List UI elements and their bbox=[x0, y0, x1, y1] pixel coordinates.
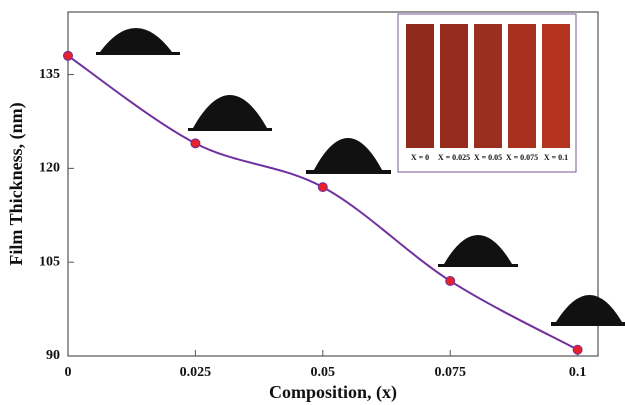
x-tick-label: 0 bbox=[65, 365, 72, 380]
x-tick-label: 0.05 bbox=[311, 365, 336, 380]
inset-swatch bbox=[406, 24, 434, 148]
y-axis-title: Film Thickness, (nm) bbox=[6, 102, 27, 265]
inset-label: X = 0.05 bbox=[474, 153, 502, 162]
inset-swatch bbox=[440, 24, 468, 148]
point bbox=[446, 276, 455, 285]
x-tick-label: 0.025 bbox=[180, 365, 212, 380]
inset-label: X = 0.025 bbox=[438, 153, 470, 162]
inset-swatch bbox=[542, 24, 570, 148]
point bbox=[318, 183, 327, 192]
y-tick-label: 135 bbox=[39, 67, 60, 82]
point bbox=[191, 139, 200, 148]
point bbox=[573, 345, 582, 354]
x-tick-label: 0.1 bbox=[569, 365, 587, 380]
x-axis-title: Composition, (x) bbox=[269, 382, 397, 403]
inset-swatch bbox=[474, 24, 502, 148]
inset-label: X = 0.075 bbox=[506, 153, 538, 162]
x-tick-label: 0.075 bbox=[434, 365, 466, 380]
point bbox=[64, 51, 73, 60]
inset-label: X = 0.1 bbox=[544, 153, 568, 162]
y-tick-label: 90 bbox=[46, 348, 60, 363]
chart: Composition, (x) Film Thickness, (nm) 90… bbox=[0, 0, 625, 405]
inset-swatch bbox=[508, 24, 536, 148]
inset-label: X = 0 bbox=[411, 153, 429, 162]
y-tick-label: 120 bbox=[39, 161, 60, 176]
y-tick-label: 105 bbox=[39, 254, 60, 269]
